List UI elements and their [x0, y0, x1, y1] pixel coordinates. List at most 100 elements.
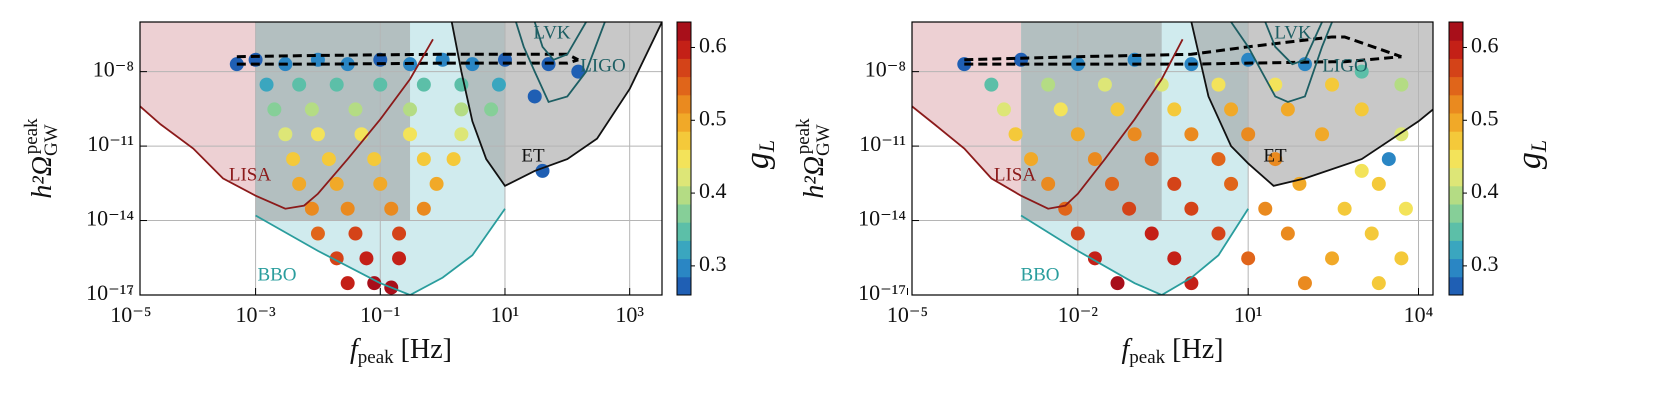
x-label-rest: [Hz]	[394, 334, 452, 365]
colorbar-swatch	[1449, 76, 1463, 96]
scatter-point	[996, 102, 1011, 117]
curve-label: BBO	[257, 264, 296, 285]
scatter-point	[340, 201, 355, 216]
scatter-point	[1008, 127, 1023, 142]
colorbar-swatch	[1449, 185, 1463, 205]
scatter-point	[1144, 226, 1159, 241]
scatter-point	[340, 57, 355, 72]
y-tick-label: 10⁻⁸	[93, 57, 134, 82]
y-label-sub: GW	[41, 124, 62, 156]
y-tick-label: 10⁻⁸	[865, 57, 906, 82]
x-axis-label: fpeak [Hz]	[350, 334, 452, 368]
x-tick-label: 10⁻⁵	[110, 302, 151, 327]
scatter-point	[454, 77, 469, 92]
scatter-point	[1211, 226, 1226, 241]
scatter-point	[1325, 77, 1340, 92]
colorbar-tick-label: 0.4	[699, 178, 727, 203]
y-label-sup: peak	[21, 118, 42, 154]
y-tick-label: 10⁻¹⁷	[86, 280, 134, 305]
scatter-point	[367, 152, 382, 167]
scatter-point	[1105, 176, 1120, 191]
scatter-point	[1371, 276, 1386, 291]
scatter-point	[484, 102, 499, 117]
colorbar-swatch	[1449, 276, 1463, 296]
colorbar-tick-label: 0.4	[1471, 178, 1499, 203]
scatter-point	[321, 152, 336, 167]
x-tick-label: 10⁻³	[235, 302, 276, 327]
x-tick-label: 10¹	[491, 302, 520, 327]
sensitivity-curve	[533, 22, 587, 61]
curve-label: LISA	[229, 164, 272, 185]
scatter-point	[310, 127, 325, 142]
scatter-point	[373, 77, 388, 92]
axes-frame	[139, 21, 663, 296]
colorbar-label-base: g	[739, 152, 776, 169]
scatter-point	[392, 251, 407, 266]
scatter-point	[304, 201, 319, 216]
scatter-point	[1381, 152, 1396, 167]
curve-label: LIGO	[1322, 55, 1367, 76]
sensitivity-curve	[1264, 22, 1323, 66]
colorbar-swatch	[1449, 40, 1463, 59]
colorbar-swatch	[1449, 240, 1463, 260]
y-tick-label: 10⁻¹⁴	[86, 206, 134, 231]
scatter-point	[1167, 251, 1182, 266]
scatter-point	[491, 77, 506, 92]
scatter-point	[1154, 77, 1169, 92]
scatter-point	[527, 89, 542, 104]
curve-label: ET	[521, 145, 545, 166]
colorbar-label-sub: L	[1526, 140, 1551, 153]
scatter-point	[416, 152, 431, 167]
sensitivity-region	[255, 22, 411, 221]
colorbar-swatch	[677, 113, 691, 132]
colorbar-swatch	[677, 222, 691, 241]
y-axis-label: h²ΩGWpeak	[21, 118, 62, 199]
y-tick-label: 10⁻¹¹	[859, 131, 906, 156]
colorbar-swatch	[677, 94, 691, 114]
colorbar-swatch	[677, 258, 691, 278]
scatter-point	[1224, 176, 1239, 191]
scatter-point	[984, 77, 999, 92]
colorbar-swatch	[1449, 222, 1463, 241]
scatter-point	[1127, 127, 1142, 142]
colorbar-swatch	[1449, 113, 1463, 132]
scatter-point	[403, 102, 418, 117]
scatter-point	[454, 102, 469, 117]
scatter-point	[429, 176, 444, 191]
scatter-point	[329, 176, 344, 191]
scatter-point	[304, 102, 319, 117]
colorbar-swatch	[1449, 94, 1463, 114]
scatter-point	[267, 102, 282, 117]
colorbar-swatch	[677, 58, 691, 78]
scatter-point	[1297, 276, 1312, 291]
y-tick-label: 10⁻¹⁷	[858, 280, 906, 305]
colorbar-frame	[676, 21, 692, 296]
x-tick-label: 10⁻²	[1058, 302, 1099, 327]
colorbar-swatch	[1449, 167, 1463, 187]
scatter-point	[367, 276, 382, 291]
scatter-point	[1053, 102, 1068, 117]
sensitivity-curve	[450, 22, 662, 188]
x-label-sub: peak	[1129, 347, 1165, 368]
colorbar-swatch	[1449, 204, 1463, 223]
colorbar-swatch	[677, 40, 691, 59]
colorbar-label-base: g	[1511, 152, 1548, 169]
scatter-point	[384, 201, 399, 216]
x-tick-label: 10³	[615, 302, 644, 327]
scatter-point	[1144, 152, 1159, 167]
scatter-point	[310, 226, 325, 241]
scatter-point	[416, 77, 431, 92]
curve-label: LVK	[1274, 22, 1312, 43]
scatter-point	[259, 77, 274, 92]
y-label-sub: GW	[813, 124, 834, 156]
scatter-point	[1268, 152, 1283, 167]
curve-label: LISA	[994, 164, 1037, 185]
scatter-point	[1398, 201, 1413, 216]
colorbar-swatch	[677, 131, 691, 150]
scatter-point	[1122, 201, 1137, 216]
colorbar-swatch	[677, 167, 691, 187]
scatter-point	[354, 127, 369, 142]
scatter-point	[373, 176, 388, 191]
y-tick-label: 10⁻¹¹	[87, 131, 134, 156]
